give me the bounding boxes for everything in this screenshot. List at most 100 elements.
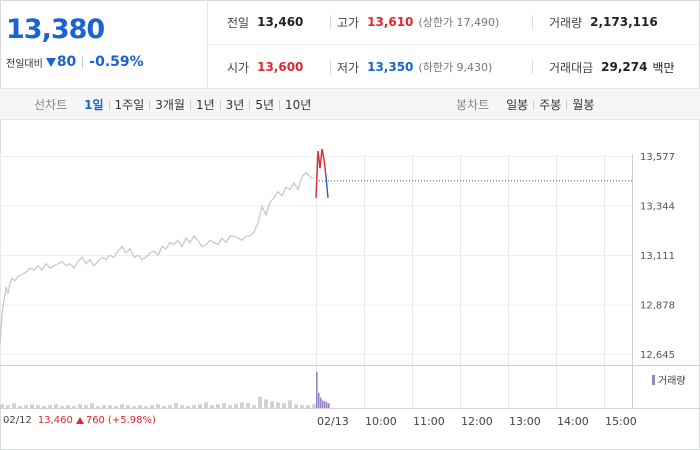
volume-bar [102, 405, 106, 408]
stat-value: 2,173,116 [590, 15, 658, 29]
divider [82, 56, 84, 68]
volume-bar [126, 405, 130, 408]
x-tick-label: 02/13 [317, 415, 349, 428]
divider [189, 99, 191, 110]
stat-label: 거래대금 [549, 60, 594, 75]
stat-value: 13,600 [257, 60, 304, 74]
line-chart-periods: 선차트 1일 1주일 3개월 1년 3년 5년 10년 [34, 89, 316, 120]
prev-day-rate: (+5.98%) [107, 415, 156, 426]
stat-prev-close: 전일 13,460 [227, 0, 303, 44]
period-3y[interactable]: 3년 [225, 98, 245, 112]
volume-bar [234, 404, 238, 408]
volume-bar [240, 402, 244, 408]
volume-bar [318, 392, 320, 408]
volume-bar [162, 406, 166, 408]
volume-bar [228, 405, 232, 408]
volume-bar [270, 401, 274, 408]
volume-bar [54, 404, 58, 408]
stat-open: 시가 13,600 [227, 45, 303, 89]
upper-limit: (상한가 17,490) [418, 16, 500, 29]
stat-label: 고가 [337, 15, 360, 30]
change-label: 전일대비 [6, 58, 43, 70]
x-tick-label: 10:00 [365, 415, 397, 428]
period-daily[interactable]: 일봉 [506, 98, 529, 112]
period-1w[interactable]: 1주일 [114, 98, 145, 112]
divider [532, 60, 533, 74]
up-arrow-icon [75, 417, 84, 424]
volume-bar [108, 405, 112, 408]
series-line-today [323, 159, 327, 177]
period-5y[interactable]: 5년 [255, 98, 275, 112]
volume-bar [144, 406, 148, 408]
current-price: 13,380 [6, 14, 105, 45]
volume-bar [24, 405, 28, 408]
y-tick-label: 12,645 [640, 350, 675, 361]
x-tick-label: 15:00 [605, 415, 637, 428]
volume-legend: 거래량 [652, 372, 686, 387]
volume-bar [168, 405, 172, 408]
volume-bar [18, 406, 22, 408]
divider [533, 99, 535, 110]
volume-bar [258, 396, 262, 408]
volume-bar [294, 404, 298, 408]
price-change-row: 전일대비 80 -0.59% [6, 54, 144, 70]
volume-bar [42, 406, 46, 408]
stat-volume: 거래량 2,173,116 [549, 0, 658, 44]
volume-bar [326, 402, 328, 408]
stat-value: 13,350 [367, 60, 414, 74]
volume-bar [316, 371, 318, 408]
period-10y[interactable]: 10년 [285, 98, 312, 112]
period-monthly[interactable]: 월봉 [572, 98, 595, 112]
line-chart-title: 선차트 [34, 98, 68, 112]
series-line-today [325, 176, 329, 198]
series-line-prev-day [0, 171, 314, 345]
prev-day-summary: 02/12 13,460 760 (+5.98%) [3, 415, 156, 426]
volume-bar [72, 406, 76, 408]
volume-bar [60, 406, 64, 408]
divider [149, 99, 151, 110]
volume-bar [132, 406, 136, 408]
volume-bar [36, 405, 40, 408]
volume-bar [66, 405, 70, 408]
volume-bar [252, 405, 256, 408]
volume-bar [138, 405, 142, 408]
period-1d[interactable]: 1일 [84, 98, 104, 112]
volume-bar [186, 406, 190, 408]
stat-high: 고가 13,610 (상한가 17,490) [337, 0, 499, 44]
volume-bar [192, 405, 196, 408]
divider [330, 60, 331, 74]
volume-bar [322, 400, 324, 408]
stat-label: 저가 [337, 60, 360, 75]
x-tick-label: 11:00 [413, 415, 445, 428]
prev-day-change: 760 [85, 415, 105, 426]
volume-bar [96, 406, 100, 408]
volume-bar [180, 405, 184, 408]
prev-day-price: 13,460 [37, 415, 73, 426]
volume-bar [198, 404, 202, 408]
period-weekly[interactable]: 주봉 [539, 98, 562, 112]
candle-chart-periods: 봉차트 일봉 주봉 월봉 [456, 89, 599, 120]
x-tick-label: 14:00 [557, 415, 589, 428]
volume-bar [90, 403, 94, 408]
price-summary: 13,380 전일대비 80 -0.59% [0, 0, 208, 88]
volume-bar [48, 405, 52, 408]
divider [108, 99, 110, 110]
volume-bar [320, 397, 322, 408]
volume-bar [12, 403, 16, 408]
y-tick-label: 13,577 [640, 152, 675, 163]
volume-bar [150, 405, 154, 408]
stat-value: 13,610 [367, 15, 414, 29]
volume-bar [328, 403, 330, 408]
volume-bar [6, 405, 10, 408]
volume-bar [84, 405, 88, 408]
x-tick-label: 13:00 [509, 415, 541, 428]
volume-bar [264, 399, 268, 408]
volume-bar [222, 403, 226, 408]
x-tick-label: 12:00 [461, 415, 493, 428]
price-chart[interactable]: 13,577 13,344 13,111 12,878 12,645 02/13 10:00… [0, 120, 700, 450]
period-3m[interactable]: 3개월 [155, 98, 185, 112]
stat-low: 저가 13,350 (하한가 9,430) [337, 45, 492, 89]
period-1y[interactable]: 1년 [195, 98, 215, 112]
y-tick-label: 12,878 [640, 301, 675, 312]
quote-stats: 전일 13,460 고가 13,610 (상한가 17,490) 거래량 2,1… [209, 0, 699, 88]
